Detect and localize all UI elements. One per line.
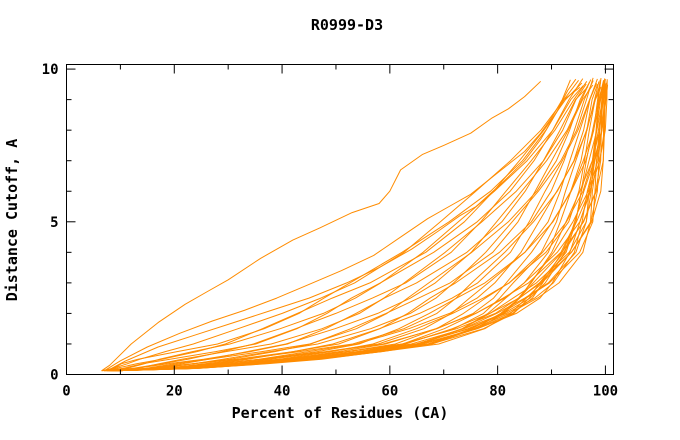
plot-border [66, 64, 614, 375]
model-curve-bundle-31 [113, 82, 607, 372]
y-tick-label: 5 [50, 215, 58, 231]
x-tick-label: 80 [489, 384, 506, 400]
model-curve-bundle-9 [107, 82, 590, 372]
model-curve-bundle-37 [115, 79, 608, 372]
model-curve-bundle-5 [104, 81, 588, 372]
model-curve-bundle-20 [111, 82, 602, 372]
model-curve-bundle-0 [101, 87, 581, 372]
model-curve-bundle-16 [111, 81, 600, 372]
x-tick-label: 0 [62, 384, 70, 400]
model-curve-bundle-34 [114, 81, 608, 372]
x-tick-label: 100 [593, 384, 618, 400]
model-curve-bundle-11 [109, 77, 594, 372]
model-curve-bundle-39 [114, 84, 609, 372]
x-axis-label: Percent of Residues (CA) [232, 404, 449, 422]
model-curve-bundle-1 [102, 79, 579, 372]
model-curve-bundle-6 [106, 83, 587, 372]
chart-title: R0999-D3 [311, 16, 383, 34]
x-tick-label: 20 [166, 384, 183, 400]
model-curve-bundle-29 [114, 87, 607, 372]
model-curve-bundle-12 [108, 80, 594, 372]
model-curve-second-tier-b [106, 78, 577, 372]
model-curve-bundle-35 [115, 83, 606, 372]
model-curve-bundle-22 [113, 78, 602, 372]
model-curve-bundle-3 [104, 85, 584, 372]
model-curve-bundle-17 [111, 84, 599, 372]
model-curve-bundle-7 [105, 86, 589, 372]
model-curve-bundle-4 [104, 78, 584, 372]
model-curve-outlier-top [101, 80, 542, 372]
model-curve-bundle-10 [107, 84, 594, 372]
x-tick-label: 60 [381, 384, 398, 400]
model-curve-bundle-13 [109, 83, 598, 372]
y-tick-label: 0 [50, 368, 58, 384]
y-axis-label: Distance Cutoff, A [3, 139, 21, 302]
model-curve-bundle-32 [115, 85, 606, 372]
model-curve-bundle-36 [114, 86, 607, 372]
model-curve-bundle-2 [102, 82, 583, 372]
x-tick-label: 40 [274, 384, 291, 400]
model-curve-bundle-8 [107, 79, 592, 372]
model-curve-bundle-38 [114, 81, 606, 372]
model-curve-second-tier-a [103, 79, 571, 372]
y-tick-label: 10 [42, 62, 59, 78]
